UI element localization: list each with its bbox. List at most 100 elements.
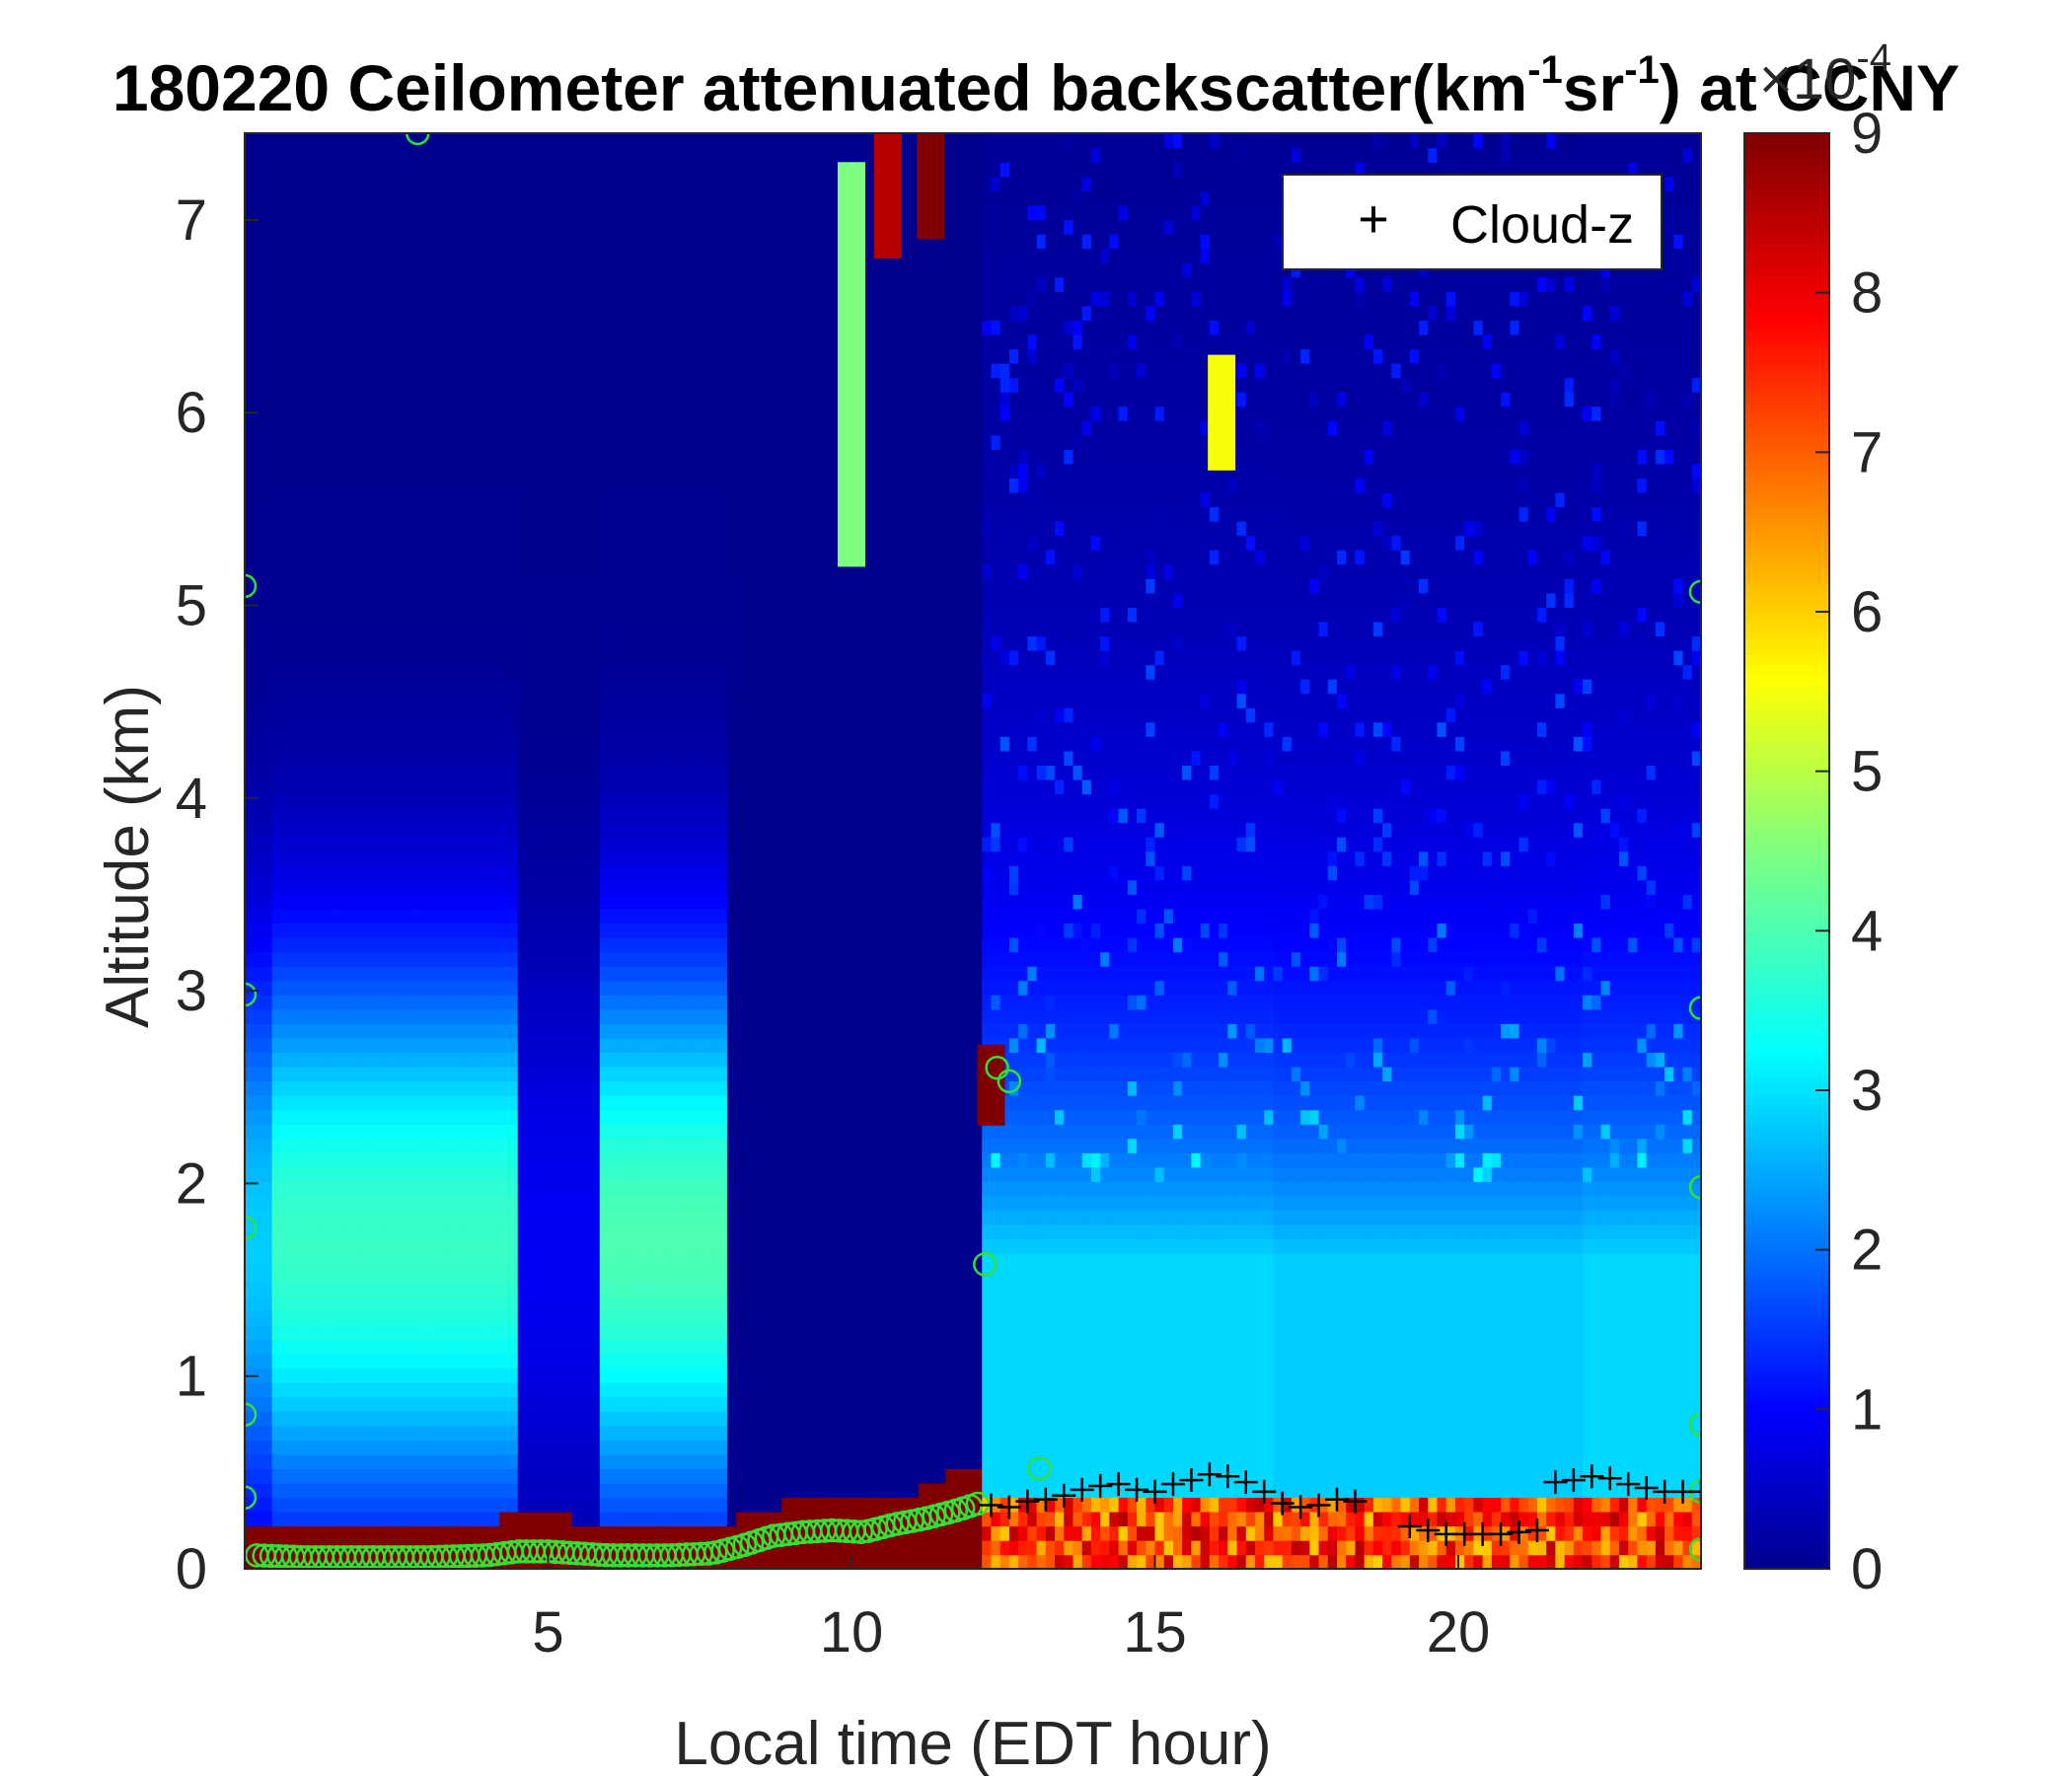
heatmap-cell	[254, 1181, 264, 1197]
heatmap-cell	[344, 1037, 355, 1053]
heatmap-cell	[472, 434, 482, 450]
heatmap-cell	[362, 951, 373, 967]
heatmap-cell	[691, 535, 702, 551]
heatmap-cell	[691, 936, 702, 953]
heatmap-cell	[654, 1482, 665, 1499]
heatmap-cell	[417, 434, 428, 450]
heatmap-cell	[372, 434, 383, 450]
heatmap-cell	[618, 219, 629, 235]
heatmap-cell	[435, 362, 446, 379]
heatmap-cell	[317, 965, 328, 982]
heatmap-cell	[545, 1396, 555, 1412]
heatmap-cell	[362, 980, 373, 996]
heatmap-cell	[508, 248, 519, 263]
heatmap-cell	[581, 190, 592, 206]
heatmap-cell	[581, 578, 592, 594]
heatmap-cell	[463, 491, 474, 508]
heatmap-cell	[581, 793, 592, 809]
heatmap-cell	[526, 1410, 537, 1427]
heatmap-cell	[599, 1353, 610, 1369]
heatmap-cell	[399, 923, 409, 938]
heatmap-cell	[335, 879, 346, 895]
heatmap-cell	[254, 463, 264, 479]
heatmap-cell	[299, 1482, 310, 1499]
heatmap-cell	[663, 664, 674, 680]
heatmap-cell	[254, 1094, 264, 1111]
heatmap-cell	[308, 1368, 319, 1383]
heatmap-cell	[317, 1525, 328, 1541]
heatmap-cell	[691, 635, 702, 651]
heatmap-cell	[390, 1353, 401, 1369]
heatmap-cell	[245, 1080, 256, 1096]
heatmap-cell	[262, 965, 273, 982]
heatmap-cell	[299, 894, 310, 910]
heatmap-cell	[627, 1052, 637, 1068]
heatmap-cell	[271, 248, 282, 263]
heatmap-cell	[435, 1282, 446, 1297]
heatmap-cell	[499, 1109, 510, 1125]
heatmap-cell	[499, 635, 510, 651]
heatmap-cell	[517, 1440, 528, 1455]
heatmap-cell	[390, 535, 401, 551]
heatmap-cell	[681, 1440, 692, 1455]
heatmap-cell	[254, 320, 264, 335]
heatmap-cell	[526, 162, 537, 178]
heatmap-cell	[372, 305, 383, 321]
heatmap-cell	[262, 204, 273, 221]
heatmap-cell	[390, 133, 401, 149]
heatmap-cell	[681, 822, 692, 838]
heatmap-cell	[353, 1324, 364, 1340]
heatmap-cell	[672, 649, 683, 666]
heatmap-cell	[335, 1425, 346, 1441]
heatmap-cell	[635, 1381, 646, 1398]
heatmap-cell	[299, 1425, 310, 1441]
heatmap-cell	[545, 736, 555, 752]
heatmap-cell	[562, 391, 573, 407]
heatmap-cell	[372, 836, 383, 852]
heatmap-cell	[245, 1468, 256, 1484]
heatmap-cell	[245, 449, 256, 465]
heatmap-cell	[590, 1410, 601, 1427]
heatmap-cell	[618, 965, 629, 982]
heatmap-cell	[399, 721, 409, 737]
heatmap-cell	[290, 1368, 301, 1383]
heatmap-cell	[381, 851, 392, 866]
heatmap-cell	[372, 362, 383, 379]
heatmap-cell	[691, 1525, 702, 1541]
heatmap-cell	[344, 1453, 355, 1469]
heatmap-cell	[381, 261, 392, 278]
heatmap-cell	[599, 1511, 610, 1527]
heatmap-cell	[644, 1482, 655, 1499]
heatmap-cell	[444, 320, 455, 335]
heatmap-cell	[554, 133, 564, 149]
heatmap-cell	[663, 851, 674, 866]
heatmap-cell	[317, 936, 328, 953]
heatmap-cell	[481, 434, 491, 450]
heatmap-cell	[362, 836, 373, 852]
heatmap-cell	[408, 1267, 419, 1283]
heatmap-cell	[262, 1468, 273, 1484]
heatmap-cell	[490, 1353, 501, 1369]
heatmap-cell	[517, 1324, 528, 1340]
heatmap-cell	[290, 879, 301, 895]
heatmap-cell	[672, 1223, 683, 1240]
heatmap-cell	[417, 162, 428, 178]
heatmap-cell	[590, 1425, 601, 1441]
heatmap-cell	[609, 563, 620, 579]
heatmap-cell	[399, 133, 409, 149]
heatmap-cell	[372, 1066, 383, 1082]
heatmap-cell	[271, 693, 282, 708]
heatmap-cell	[618, 1152, 629, 1168]
heatmap-cell	[654, 1368, 665, 1383]
heatmap-cell	[654, 607, 665, 623]
heatmap-cell	[362, 1368, 373, 1383]
heatmap-cell	[581, 980, 592, 996]
heatmap-cell	[426, 693, 437, 708]
heatmap-cell	[581, 1353, 592, 1369]
heatmap-cell	[381, 233, 392, 250]
heatmap-cell	[627, 908, 637, 925]
heatmap-cell	[472, 822, 482, 838]
heatmap-cell	[280, 1482, 291, 1499]
heatmap-cell	[399, 1381, 409, 1398]
heatmap-cell	[499, 851, 510, 866]
